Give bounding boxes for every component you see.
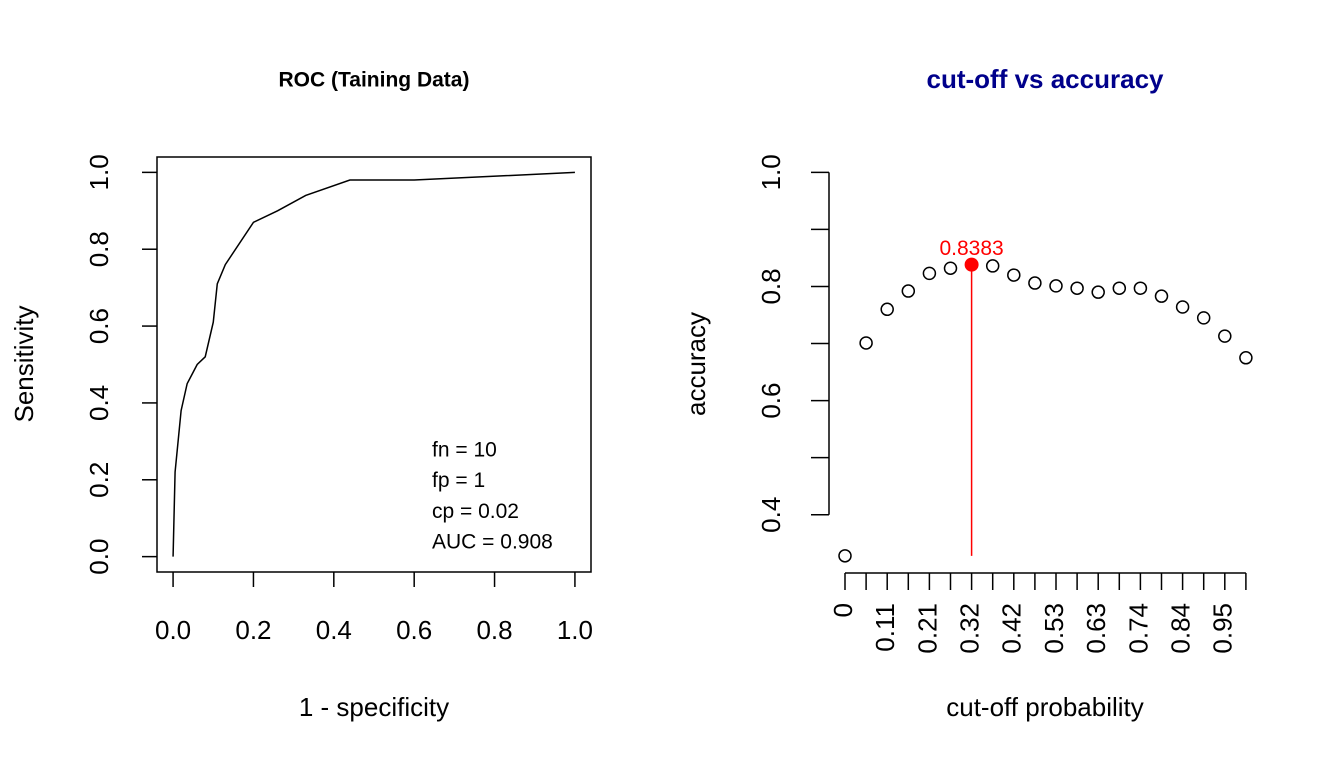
- highlight-point: [964, 257, 979, 272]
- point: [1133, 281, 1148, 295]
- x-tick-label: 0.11: [870, 603, 900, 652]
- y-tick-label: 0.4: [84, 385, 114, 421]
- x-tick-label: 0.95: [1208, 603, 1238, 654]
- y-tick-label: 0.2: [84, 462, 114, 498]
- x-tick-label: 0: [828, 603, 858, 617]
- highlight-label: 0.8383: [939, 237, 1003, 260]
- annotation: AUC = 0.908: [432, 531, 553, 554]
- y-axis-label: Sensitivity: [9, 305, 39, 422]
- x-axis-label: cut-off probability: [946, 692, 1144, 722]
- point: [922, 266, 937, 281]
- point: [1091, 285, 1105, 299]
- point: [943, 261, 958, 275]
- x-tick-label: 0.21: [912, 603, 942, 654]
- point: [1239, 351, 1253, 365]
- point: [1154, 289, 1169, 303]
- point: [1112, 281, 1127, 295]
- y-tick-label: 0.8: [756, 268, 786, 304]
- x-tick-label: 0.2: [235, 615, 271, 645]
- point: [1049, 279, 1063, 293]
- x-tick-label: 1.0: [557, 615, 593, 645]
- y-tick-label: 0.6: [84, 308, 114, 344]
- x-tick-label: 0.6: [396, 615, 432, 645]
- point: [1196, 311, 1211, 325]
- y-tick-label: 0.0: [84, 539, 114, 575]
- y-axis-label: accuracy: [681, 312, 711, 416]
- chart-title: ROC (Taining Data): [279, 69, 470, 92]
- point: [1007, 268, 1021, 282]
- x-tick-label: 0.42: [997, 603, 1027, 654]
- chart-title: cut-off vs accuracy: [927, 64, 1165, 94]
- x-tick-label: 0.63: [1081, 603, 1111, 654]
- y-tick-label: 1.0: [84, 154, 114, 190]
- annotation: cp = 0.02: [432, 500, 519, 523]
- plot-box: [156, 156, 592, 573]
- x-tick-label: 0.84: [1165, 603, 1195, 654]
- point: [985, 259, 1000, 273]
- point: [859, 336, 873, 350]
- point: [1218, 329, 1232, 343]
- y-tick-label: 1.0: [756, 154, 786, 190]
- x-tick-label: 0.74: [1123, 603, 1153, 654]
- y-tick-label: 0.6: [756, 383, 786, 419]
- x-tick-label: 0.53: [1039, 603, 1069, 654]
- annotation: fp = 1: [432, 469, 485, 492]
- point: [838, 549, 852, 563]
- roc-line: [172, 171, 575, 557]
- annotation: fn = 10: [432, 439, 497, 462]
- x-tick-label: 0.32: [954, 603, 984, 654]
- point: [1028, 276, 1042, 290]
- point: [1175, 300, 1190, 314]
- x-axis-label: 1 - specificity: [299, 692, 449, 722]
- point: [901, 284, 916, 298]
- point: [880, 302, 894, 317]
- y-tick-label: 0.8: [84, 231, 114, 267]
- x-tick-label: 0.8: [476, 615, 512, 645]
- x-tick-label: 0.4: [316, 615, 352, 645]
- point: [1070, 281, 1084, 295]
- y-tick-label: 0.4: [756, 497, 786, 533]
- x-tick-label: 0.0: [155, 615, 191, 645]
